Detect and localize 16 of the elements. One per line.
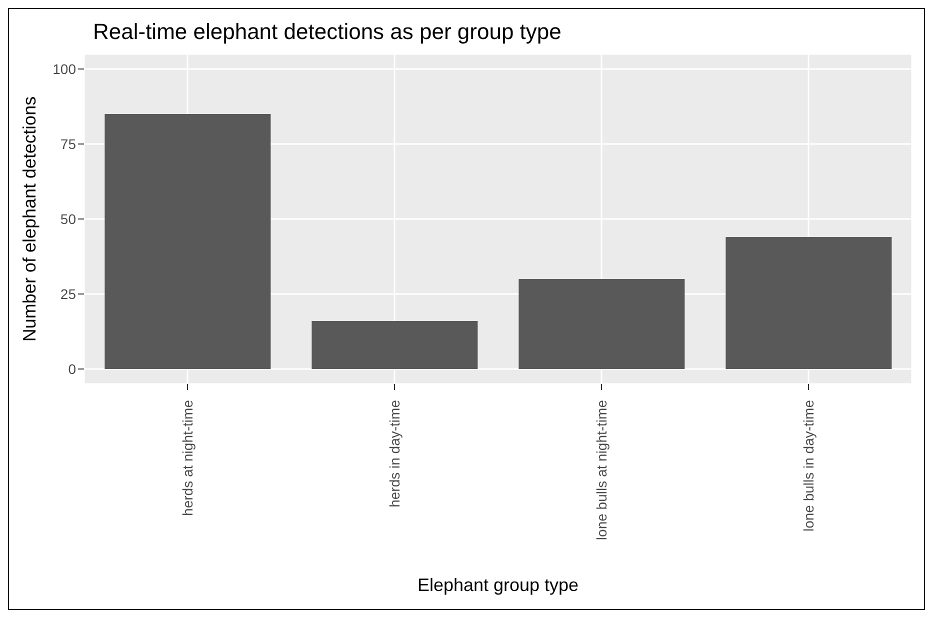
y-tick-label: 75 [60,136,76,152]
x-tick-label: lone bulls at night-time [594,400,610,540]
x-tick-label: lone bulls in day-time [800,400,816,532]
x-tick-label: herds at night-time [180,400,196,516]
y-axis-title: Number of elephant detections [19,96,40,342]
bar [104,114,271,369]
y-tick-label: 100 [52,60,76,77]
y-tick-label: 25 [60,286,76,302]
y-tick-label: 50 [60,210,76,227]
bar [726,237,892,369]
x-tick-label: herds in day-time [386,400,402,508]
x-axis-title: Elephant group type [417,575,579,595]
bar [518,279,685,369]
bar [312,321,478,369]
y-tick-label: 0 [68,360,76,377]
chart-title: Real-time elephant detections as per group type [93,19,562,45]
